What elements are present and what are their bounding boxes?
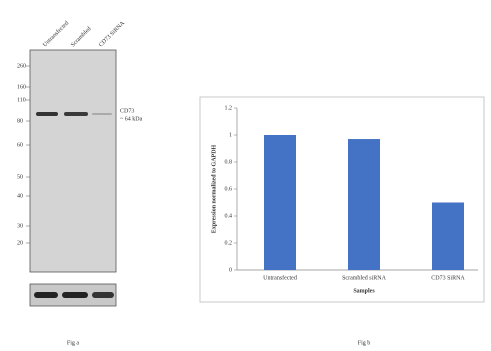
marker-label: 260 [17,63,26,69]
y-tick-label: 1.2 [225,105,233,111]
bar [432,203,464,271]
x-tick-label: CD73 SiRNA [431,275,465,281]
marker-label: 60 [17,142,23,148]
y-tick-label: 0.6 [225,186,233,192]
chart-frame [200,97,484,302]
blot-band [36,112,58,116]
y-tick-label: 0.4 [225,213,233,219]
marker-label: 30 [17,223,23,229]
caption: Fig a [67,340,80,346]
bar [264,135,296,270]
bar [348,139,380,270]
lane-label: CD73 SiRNA [98,20,126,48]
blot-band [64,112,88,116]
figure: CD73 ~ 64 kDa Fig a Fig b Samples Expres… [0,0,491,351]
marker-label: 40 [17,193,23,199]
loading-band [34,292,58,298]
y-tick-label: 0.2 [225,240,233,246]
loading-band [62,292,88,298]
y-tick-label: 0.8 [225,159,233,165]
loading-band [92,292,114,298]
y-tick-label: 1 [229,132,232,138]
x-axis-label: Samples [353,288,375,294]
y-axis-label: Expression normalized to GAPDH [211,144,217,233]
lane-label: Untransfected [41,20,70,49]
lane-label: Scrambled [70,26,92,48]
blot-membrane [30,50,116,272]
y-tick-label: 0 [229,267,232,273]
blot-band [92,113,112,115]
x-tick-label: Untransfected [263,274,297,281]
band-size: ~ 64 kDa [120,116,143,122]
marker-label: 20 [17,240,23,246]
band-name: CD73 [120,108,134,114]
marker-label: 80 [17,118,23,124]
marker-label: 110 [17,97,26,103]
x-tick-label: Scrambled siRNA [342,275,386,281]
marker-label: 50 [17,174,23,180]
marker-label: 160 [17,84,26,90]
caption: Fig b [358,340,371,346]
